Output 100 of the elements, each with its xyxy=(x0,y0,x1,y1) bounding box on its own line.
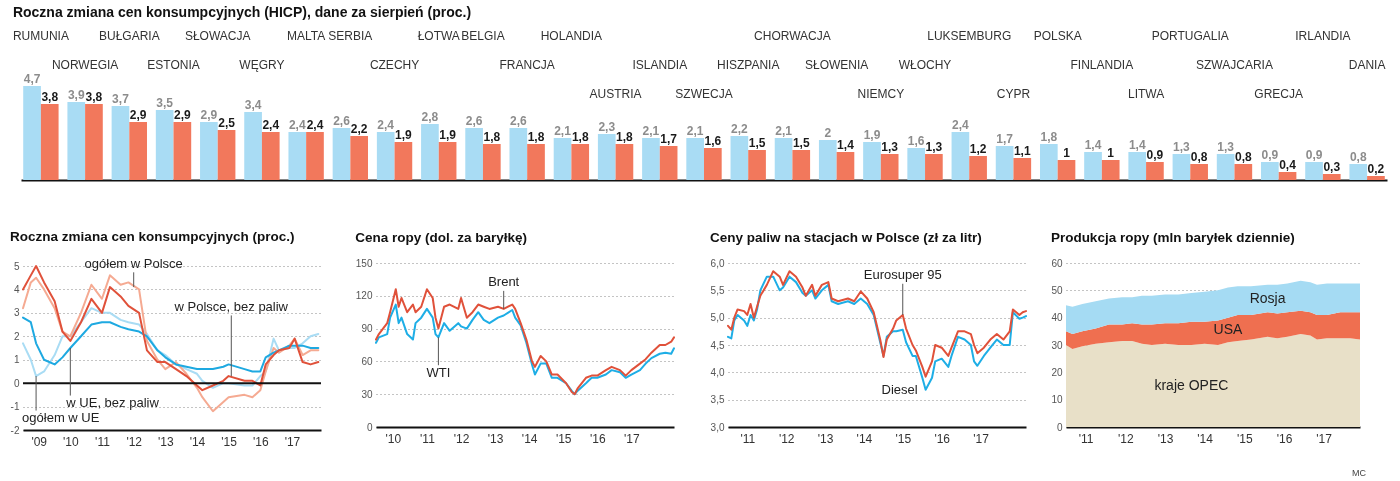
x-tick-label: IRLANDIA xyxy=(1295,29,1351,43)
x-tick-label: SŁOWENIA xyxy=(804,58,869,72)
y-tick-label: 60 xyxy=(1051,257,1063,269)
x-tick-label: DANIA xyxy=(1348,58,1386,72)
x-tick-label: SZWECJA xyxy=(675,87,733,101)
x-tick-label: SŁOWACJA xyxy=(184,29,251,43)
bar xyxy=(1216,154,1235,180)
x-tick-label: '10 xyxy=(385,431,402,446)
x-tick-label: BUŁGARIA xyxy=(98,29,160,43)
bar xyxy=(704,148,722,180)
x-tick-label: CHORWACJA xyxy=(754,29,831,43)
data-label: 0,2 xyxy=(1367,162,1385,176)
bar xyxy=(1349,164,1368,180)
y-tick-label: 3,5 xyxy=(710,394,725,406)
x-tick-label: '13 xyxy=(158,434,174,449)
bar xyxy=(1305,162,1323,180)
x-tick-label: '16 xyxy=(253,434,269,449)
data-label: 3,9 xyxy=(67,88,85,102)
bar xyxy=(1128,152,1147,180)
x-tick-label: WŁOCHY xyxy=(898,58,952,72)
y-tick-label: 5 xyxy=(13,260,20,272)
chart-title: Cena ropy (dol. za baryłkę) xyxy=(355,229,528,245)
bar xyxy=(642,138,660,180)
bar xyxy=(1261,162,1279,180)
data-label: 1,3 xyxy=(1217,140,1235,154)
bar xyxy=(925,154,943,180)
data-label: 2,6 xyxy=(333,114,351,128)
data-label: 2,3 xyxy=(598,120,616,134)
bar xyxy=(332,128,351,180)
y-tick-label: 4,5 xyxy=(710,339,725,351)
chart-title: Ceny paliw na stacjach w Polsce (zł za litr) xyxy=(710,229,982,245)
chart-title: Roczna zmiana cen konsumpcyjnych (HICP), dane za sierpień (proc.) xyxy=(12,4,472,20)
x-tick-label: '14 xyxy=(856,431,873,446)
x-tick-label: '17 xyxy=(1316,431,1333,446)
bar xyxy=(129,122,147,180)
data-label: 2,2 xyxy=(731,122,749,136)
data-label: 0,4 xyxy=(1279,158,1297,172)
bar xyxy=(571,144,590,180)
data-label: 1,7 xyxy=(660,132,678,146)
bar xyxy=(880,154,899,180)
y-tick-label: 60 xyxy=(361,355,373,367)
y-tick-label: 10 xyxy=(1051,394,1063,406)
x-tick-label: RUMUNIA xyxy=(12,29,69,43)
bar xyxy=(376,132,395,180)
data-label: 0,9 xyxy=(1261,148,1279,162)
x-tick-label: '17 xyxy=(973,431,990,446)
data-label: 2,1 xyxy=(686,124,704,138)
bar xyxy=(509,128,528,180)
y-tick-label: 0 xyxy=(1056,421,1063,433)
bar xyxy=(527,144,545,180)
data-label: 0,3 xyxy=(1323,160,1341,174)
y-tick-label: 30 xyxy=(361,388,373,400)
x-tick-label: CYPR xyxy=(996,87,1031,101)
bar xyxy=(465,128,483,180)
data-label: 1,1 xyxy=(1013,144,1031,158)
text: MC xyxy=(1352,468,1367,478)
bar xyxy=(748,150,766,180)
bar xyxy=(615,144,634,180)
annotation: Diesel xyxy=(881,381,918,397)
bar xyxy=(40,104,59,180)
bar xyxy=(482,144,501,180)
x-tick-label: '09 xyxy=(31,434,48,449)
bar xyxy=(438,142,457,180)
chart-title: Roczna zmiana cen konsumpcyjnych (proc.) xyxy=(10,229,295,245)
data-label: 1,4 xyxy=(837,138,855,152)
data-label: 2,9 xyxy=(200,108,218,122)
annotation: ogółem w Polsce xyxy=(84,255,183,271)
bar xyxy=(261,132,280,180)
bar xyxy=(907,148,926,180)
y-tick-label: 3,0 xyxy=(710,421,725,433)
bar xyxy=(306,132,324,180)
series-label: Rosja xyxy=(1249,289,1286,306)
x-tick-label: '12 xyxy=(1118,431,1135,446)
data-label: 0,8 xyxy=(1234,150,1252,164)
data-label: 3,7 xyxy=(112,92,130,106)
series-label: USA xyxy=(1213,320,1244,337)
bar xyxy=(730,136,749,180)
bar xyxy=(774,138,793,180)
x-tick-label: SERBIA xyxy=(328,29,373,43)
bar xyxy=(659,146,678,180)
data-label: 2 xyxy=(824,126,832,140)
x-tick-label: '16 xyxy=(1276,431,1293,446)
x-tick-label: '16 xyxy=(934,431,951,446)
bar xyxy=(969,156,987,180)
bar xyxy=(686,138,704,180)
x-tick-label: NIEMCY xyxy=(857,87,905,101)
y-tick-label: 20 xyxy=(1051,366,1063,378)
bar xyxy=(67,102,86,180)
x-tick-label: '14 xyxy=(1197,431,1214,446)
data-label: 1,6 xyxy=(907,134,925,148)
x-tick-label: SZWAJCARIA xyxy=(1196,58,1273,72)
data-label: 1 xyxy=(1107,146,1115,160)
bar xyxy=(1101,160,1120,180)
data-label: 3,8 xyxy=(85,90,103,104)
bar xyxy=(863,142,881,180)
bar xyxy=(1278,172,1297,180)
data-label: 2,6 xyxy=(509,114,527,128)
data-label: 1,8 xyxy=(483,130,501,144)
data-label: 1,9 xyxy=(395,128,413,142)
bar xyxy=(1039,144,1058,180)
